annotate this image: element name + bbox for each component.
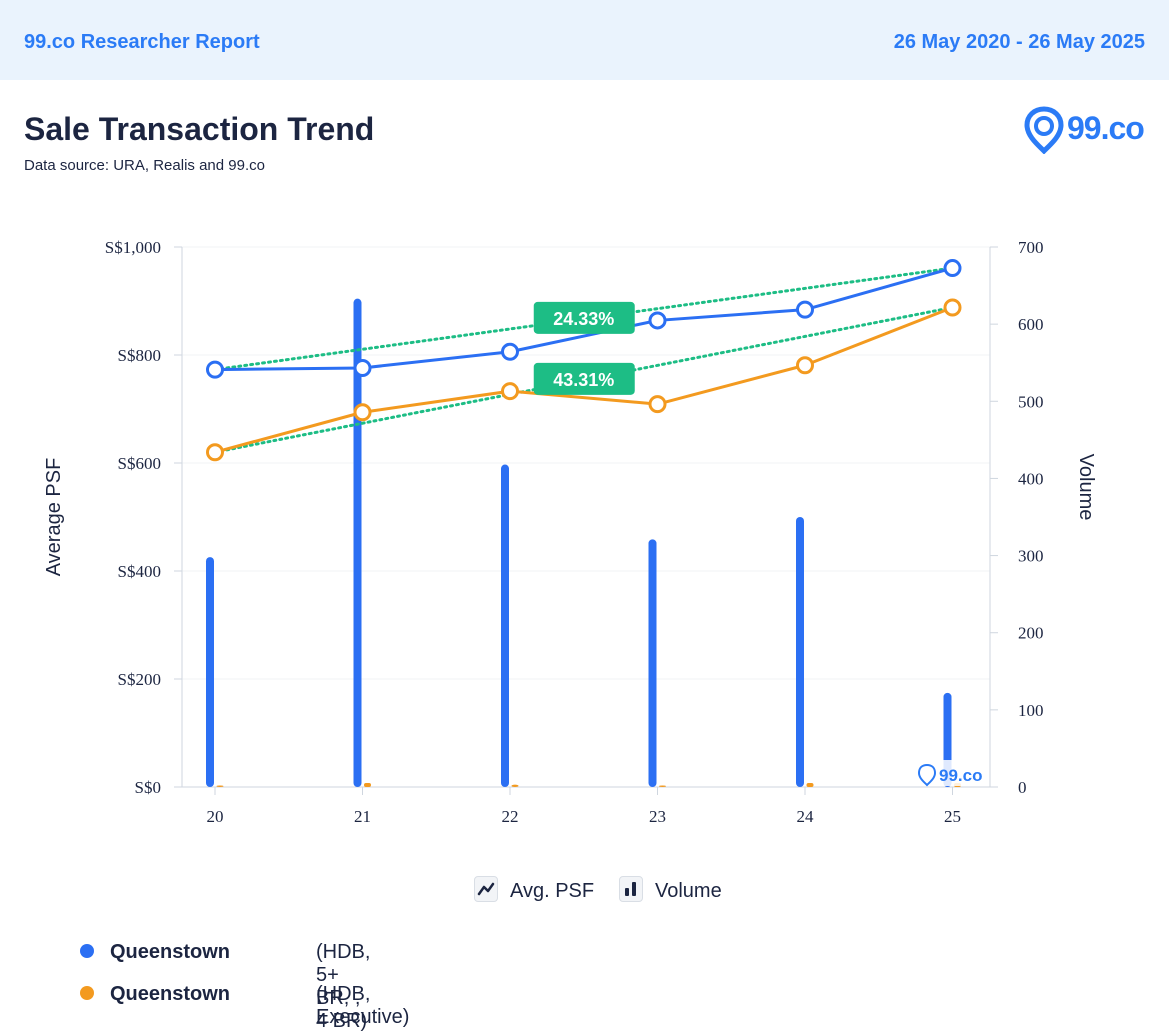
- series-line: [214, 266, 953, 372]
- series-detail: (HDB, Executive): [316, 983, 410, 1028]
- chart-legend: Avg. PSF Volume: [0, 872, 1169, 912]
- trend-badge: 43.31%: [533, 362, 635, 395]
- volume-bar: [511, 784, 519, 787]
- y-axis-title: Average PSF: [43, 458, 65, 577]
- watermark-pin-icon: [917, 763, 937, 787]
- page-title: Sale Transaction Trend: [24, 111, 375, 147]
- volume-bar: [806, 783, 814, 787]
- sale-transaction-chart: S$0 S$200 S$400 S$600 S$800 S$1,000 0 100 200 300…: [43, 238, 1097, 826]
- trend-badge: 24.33%: [533, 301, 635, 334]
- series-color-dot: [80, 986, 94, 1000]
- report-header: 99.co Researcher Report 26 May 2020 - 26…: [0, 0, 1169, 80]
- trend-line: [213, 305, 954, 454]
- report-title: 99.co Researcher Report: [24, 31, 260, 53]
- y2-tick-label: 0: [1018, 778, 1027, 797]
- volume-bar: [353, 298, 362, 787]
- location-pin-icon: [1024, 106, 1064, 155]
- y2-tick-label: 600: [1018, 315, 1044, 334]
- y2-tick-label: 100: [1018, 701, 1044, 720]
- volume-bar: [648, 539, 657, 787]
- x-tick-label: 22: [502, 807, 519, 826]
- y2-tick-label: 400: [1018, 469, 1044, 488]
- data-point: [943, 298, 962, 317]
- data-point: [796, 356, 814, 375]
- y2-axis-title: Volume: [1075, 454, 1097, 521]
- x-tick-label: 20: [207, 807, 224, 826]
- y2-tick-label: 300: [1018, 547, 1044, 566]
- data-point: [648, 395, 667, 414]
- series-name: Queenstown: [110, 941, 231, 963]
- y-tick-label: S$1,000: [105, 238, 161, 257]
- date-range: 26 May 2020 - 26 May 2025: [893, 31, 1145, 53]
- y2-tick-label: 700: [1018, 238, 1044, 257]
- trend-badge-label: 24.33%: [553, 309, 614, 329]
- volume-bar: [659, 785, 666, 787]
- volume-bar: [206, 557, 214, 787]
- volume-bar: [364, 783, 371, 787]
- x-tick-label: 25: [944, 807, 961, 826]
- y2-tick-label: 200: [1018, 624, 1044, 643]
- y-tick-label: S$0: [135, 778, 161, 797]
- trend-badge-label: 43.31%: [553, 370, 614, 390]
- trend-badge-bg: [533, 301, 635, 334]
- legend-volume-label[interactable]: Volume: [655, 880, 722, 902]
- data-point: [206, 443, 224, 462]
- data-point: [648, 311, 667, 330]
- series-name: Queenstown: [110, 983, 231, 1005]
- volume-bar: [216, 785, 224, 787]
- data-point: [943, 259, 962, 278]
- y-tick-label: S$400: [118, 562, 161, 581]
- line-chart-icon[interactable]: [474, 876, 498, 902]
- y-tick-label: S$200: [118, 670, 161, 689]
- x-tick-label: 24: [797, 807, 815, 826]
- y-tick-label: S$600: [118, 454, 161, 473]
- data-source-note: Data source: URA, Realis and 99.co: [24, 157, 265, 174]
- volume-bar: [796, 517, 804, 787]
- legend-avg-psf-label[interactable]: Avg. PSF: [510, 880, 595, 902]
- series-line: [214, 306, 954, 454]
- data-point: [206, 360, 224, 379]
- data-point: [501, 382, 519, 401]
- x-tick-label: 23: [649, 807, 666, 826]
- logo-text: 99.co: [1067, 110, 1145, 146]
- trend-badge-bg: [533, 362, 635, 395]
- y-tick-label: S$800: [118, 346, 161, 365]
- x-tick-label: 21: [354, 807, 371, 826]
- y2-tick-label: 500: [1018, 392, 1044, 411]
- bar-chart-icon[interactable]: [619, 876, 643, 902]
- data-point: [353, 403, 372, 422]
- chart-watermark: 99.co: [914, 760, 982, 787]
- data-point: [353, 358, 372, 377]
- data-point: [796, 300, 814, 319]
- brand-logo: 99.co: [1024, 106, 1149, 155]
- series-color-dot: [80, 944, 94, 958]
- watermark-text: 99.co: [939, 766, 982, 785]
- volume-bar: [501, 464, 509, 787]
- data-point: [501, 342, 519, 361]
